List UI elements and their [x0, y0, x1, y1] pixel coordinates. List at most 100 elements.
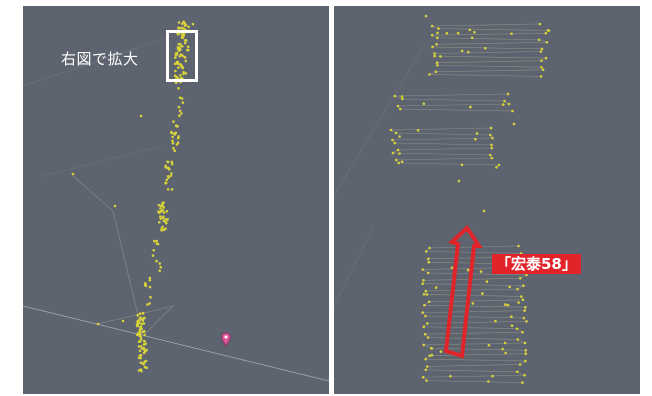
- track-point: [140, 369, 143, 373]
- track-point: [501, 347, 504, 351]
- track-point: [191, 22, 195, 26]
- track-point: [148, 276, 152, 280]
- track-point: [473, 30, 476, 34]
- track-point: [398, 152, 401, 155]
- track-point: [490, 156, 494, 160]
- track-point: [178, 48, 182, 51]
- track-point: [170, 188, 174, 191]
- zoom-region-box[interactable]: [166, 30, 198, 82]
- track-point: [137, 333, 140, 337]
- track-point: [487, 343, 491, 347]
- track-point: [501, 103, 505, 106]
- track-point: [113, 204, 117, 208]
- track-point: [176, 125, 179, 128]
- track-point: [161, 225, 164, 229]
- track-point: [186, 48, 189, 52]
- track-point: [137, 356, 141, 360]
- ground-line: [23, 305, 329, 382]
- track-point: [169, 174, 173, 178]
- track-point: [143, 333, 146, 337]
- track-point: [518, 363, 522, 366]
- track-point: [166, 166, 170, 170]
- track-point: [178, 109, 182, 113]
- grid-line: [42, 145, 164, 177]
- track-point: [178, 26, 182, 30]
- track-point: [394, 131, 398, 135]
- track-point: [495, 166, 498, 169]
- track-point: [422, 279, 425, 282]
- track-point: [424, 368, 428, 372]
- left-track-view: 右図で拡大: [23, 6, 329, 394]
- track-point: [162, 211, 166, 214]
- track-point: [174, 69, 177, 73]
- track-point: [397, 161, 401, 165]
- track-point: [426, 271, 430, 275]
- track-point: [176, 47, 180, 51]
- track-point: [521, 330, 524, 334]
- track-point: [474, 137, 477, 141]
- track-point: [170, 162, 174, 166]
- track-point: [165, 178, 169, 182]
- track-point: [389, 128, 393, 132]
- track-point: [540, 59, 543, 62]
- track-point: [144, 349, 147, 353]
- track-point: [537, 38, 541, 42]
- track-point: [145, 366, 148, 370]
- track-point: [179, 73, 182, 77]
- track-point: [520, 295, 523, 298]
- track-point: [136, 319, 140, 323]
- track-point: [433, 54, 436, 58]
- track-point: [148, 279, 152, 282]
- track-point: [540, 66, 543, 69]
- map-pin-icon[interactable]: [221, 332, 231, 347]
- track-point: [469, 105, 472, 109]
- track-point: [175, 60, 179, 64]
- track-point: [139, 338, 143, 341]
- track-point: [544, 31, 548, 35]
- track-point: [424, 14, 428, 18]
- track-point: [146, 303, 149, 306]
- track-point: [506, 303, 510, 307]
- track-point: [177, 87, 180, 90]
- track-point: [524, 305, 527, 309]
- track-point: [137, 340, 141, 344]
- track-point: [510, 315, 513, 319]
- right-track-view: 「宏泰58」: [334, 6, 640, 394]
- grid-line: [23, 35, 174, 87]
- track-point: [487, 380, 490, 383]
- track-point: [545, 41, 549, 44]
- track-point: [143, 340, 146, 343]
- track-point: [136, 314, 139, 317]
- track-point: [141, 312, 145, 315]
- track-point: [436, 36, 439, 40]
- track-point: [422, 102, 426, 105]
- track-point: [396, 148, 400, 152]
- track-point: [434, 70, 438, 74]
- track-point: [541, 68, 545, 72]
- track-point: [491, 374, 494, 378]
- track-connector: [72, 175, 174, 337]
- track-point: [142, 343, 146, 346]
- track-point: [484, 46, 487, 50]
- track-point: [162, 206, 165, 209]
- grid-line: [334, 225, 375, 307]
- track-point: [121, 319, 125, 323]
- track-point: [171, 139, 174, 142]
- track-point: [180, 64, 183, 67]
- track-point: [544, 56, 548, 60]
- track-point: [423, 303, 426, 307]
- track-point: [175, 51, 179, 55]
- track-point: [506, 92, 510, 96]
- track-point: [437, 27, 440, 30]
- track-point: [426, 322, 429, 325]
- track-point: [421, 282, 424, 286]
- track-point: [142, 322, 146, 325]
- track-point: [457, 179, 461, 183]
- track-point: [180, 112, 183, 115]
- track-point: [430, 347, 434, 350]
- track-point: [546, 29, 550, 32]
- track-point: [178, 42, 182, 46]
- track-point: [434, 286, 438, 289]
- track-point: [421, 268, 425, 271]
- track-point: [439, 350, 443, 353]
